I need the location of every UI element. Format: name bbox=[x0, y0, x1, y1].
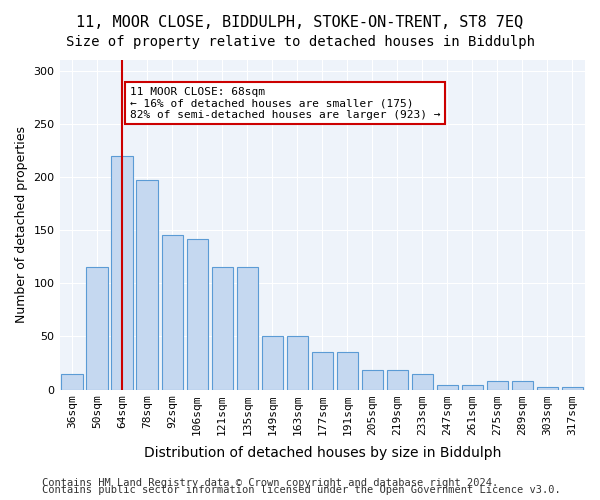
Bar bbox=[311, 352, 333, 390]
Bar bbox=[512, 381, 533, 390]
Bar bbox=[136, 180, 158, 390]
Bar bbox=[287, 336, 308, 390]
Bar bbox=[562, 388, 583, 390]
Bar bbox=[462, 386, 483, 390]
Text: Contains HM Land Registry data © Crown copyright and database right 2024.: Contains HM Land Registry data © Crown c… bbox=[42, 478, 498, 488]
Text: Size of property relative to detached houses in Biddulph: Size of property relative to detached ho… bbox=[65, 35, 535, 49]
Bar bbox=[236, 268, 258, 390]
Bar bbox=[337, 352, 358, 390]
Bar bbox=[537, 388, 558, 390]
X-axis label: Distribution of detached houses by size in Biddulph: Distribution of detached houses by size … bbox=[143, 446, 501, 460]
Text: Contains public sector information licensed under the Open Government Licence v3: Contains public sector information licen… bbox=[42, 485, 561, 495]
Text: 11, MOOR CLOSE, BIDDULPH, STOKE-ON-TRENT, ST8 7EQ: 11, MOOR CLOSE, BIDDULPH, STOKE-ON-TRENT… bbox=[76, 15, 524, 30]
Bar bbox=[262, 336, 283, 390]
Bar bbox=[412, 374, 433, 390]
Bar bbox=[387, 370, 408, 390]
Text: 11 MOOR CLOSE: 68sqm
← 16% of detached houses are smaller (175)
82% of semi-deta: 11 MOOR CLOSE: 68sqm ← 16% of detached h… bbox=[130, 86, 440, 120]
Bar bbox=[187, 238, 208, 390]
Bar bbox=[362, 370, 383, 390]
Bar bbox=[487, 381, 508, 390]
Bar bbox=[86, 268, 108, 390]
Bar bbox=[437, 386, 458, 390]
Bar bbox=[61, 374, 83, 390]
Bar bbox=[212, 268, 233, 390]
Bar bbox=[112, 156, 133, 390]
Bar bbox=[161, 236, 183, 390]
Y-axis label: Number of detached properties: Number of detached properties bbox=[15, 126, 28, 324]
